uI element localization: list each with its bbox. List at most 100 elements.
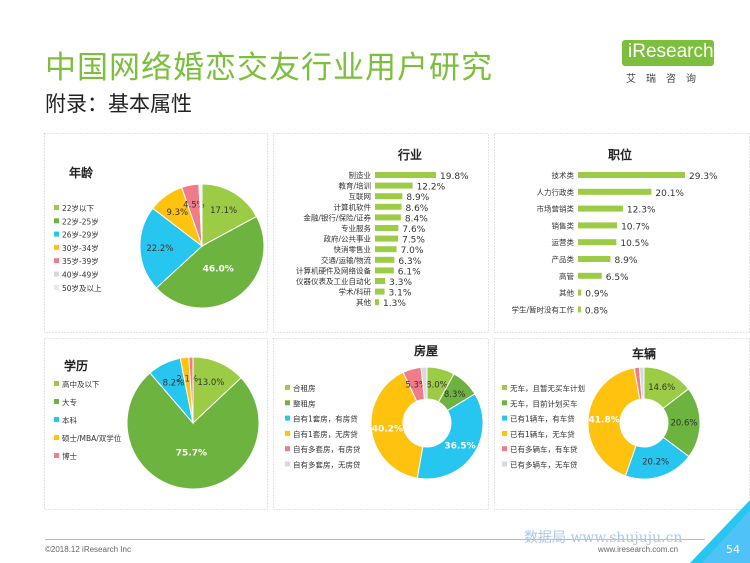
bar [578,272,602,279]
legend-label: 博士 [62,451,77,461]
category-label: 仪器仪表及工业自动化 [296,276,371,286]
bar [375,246,397,253]
data-label: 6.5% [606,273,629,283]
data-label: 17.1% [210,206,237,216]
category-label: 市场营销类 [537,204,575,214]
panel-position-frame [494,133,750,333]
bar [578,222,618,229]
panel-industry-frame [273,133,489,333]
legend-label: 已有1辆车，有车贷 [510,414,575,424]
data-label: 3.3% [389,278,412,288]
data-label: 8.2% [163,379,185,389]
chart-title-housing: 房屋 [414,343,438,358]
legend-swatch [285,461,290,467]
bar [375,203,402,210]
pie-slice [587,367,641,477]
legend-label: 已有1辆车，无车贷 [510,429,575,439]
category-label: 交通/运输/物流 [321,255,372,265]
data-label: 22.2% [146,244,173,254]
pie-slice [155,215,265,309]
legend-label: 已有多辆车，有车贷 [510,444,578,454]
data-label: 8.9% [615,256,638,266]
category-label: 人力行政类 [537,187,575,197]
footer-divider [45,539,705,540]
bar [375,182,413,189]
legend-label: 自有1套房，有房贷 [293,414,358,424]
legend-swatch [285,446,290,452]
category-label: 教育/培训 [338,181,371,191]
legend-swatch [285,415,290,421]
data-label: 36.5% [444,442,475,452]
watermark-text: 数据局 www.shujuju.cn [524,530,683,546]
page-corner-decoration [690,500,750,563]
pie-slice [199,183,203,247]
page-subtitle: 附录：基本属性 [45,92,192,116]
category-label: 金融/银行/保险/证券 [303,212,371,222]
pie-slice [188,356,194,424]
bar [578,256,611,262]
data-label: 19.8% [440,172,469,182]
pie-slice [201,183,258,247]
data-label: 46.0% [203,265,234,275]
data-label: 7.0% [401,246,424,256]
legend-label: 50岁及以上 [62,283,102,293]
bar [375,172,436,178]
panel-age-frame [44,133,268,333]
category-label: 政府/公共事业 [323,234,371,244]
legend-label: 22岁-25岁 [62,216,99,226]
legend-label: 无车，且暂无买车计划 [510,383,585,393]
data-label: 1.3% [383,299,406,309]
data-label: 7.5% [402,236,425,246]
legend-label: 高中及以下 [62,379,100,389]
pie-slice [416,393,484,480]
panel-education-frame [44,338,268,510]
bar [375,256,395,263]
data-label: 6.1% [398,267,421,277]
chart-title-education: 学历 [64,358,88,373]
legend-swatch [54,218,59,224]
legend-label: 自有多套房，有房贷 [293,444,361,454]
charts-grid: 年龄 22岁以下 22岁-25岁 26岁-29岁 30岁-34岁 35岁-39岁 40岁-4… [44,133,750,510]
pie-slice [139,207,203,289]
legend-swatch [54,435,59,440]
legend-label: 无车，目前计划买车 [510,398,578,408]
data-label: 14.6% [648,383,675,393]
bar [578,188,652,195]
category-label: 其他 [356,297,371,307]
data-label: 6.3% [398,257,421,267]
bar [578,172,685,178]
logo-background [622,40,714,66]
legend-swatch [54,244,59,250]
logo-text: iResearch [628,41,714,62]
legend-label: 整租房 [293,398,316,408]
legend-label: 35岁-39岁 [62,256,99,266]
legend-swatch [54,417,59,422]
category-label: 技术类 [552,170,575,180]
data-label: 13.0% [197,378,224,388]
data-label: 8.9% [406,193,429,203]
category-label: 运营类 [552,237,575,247]
legend-swatch [502,461,507,467]
bar [375,299,380,306]
iresearch-logo: iResearch 艾瑞咨询 [622,40,717,88]
bar [375,214,401,221]
category-label: 学术/科研 [338,287,371,297]
data-label: 8.4% [405,214,428,224]
data-label: 75.7% [176,449,207,459]
category-label: 高管 [559,271,574,281]
chart-title-age: 年龄 [69,165,94,180]
chart-age: 年龄 22岁以下 22岁-25岁 26岁-29岁 30岁-34岁 35岁-39岁 40岁-4… [54,165,265,309]
category-label: 专业服务 [341,223,371,233]
legend-label: 大专 [62,397,77,407]
legend-swatch [285,385,290,390]
legend-swatch [502,400,507,406]
legend-swatch [54,399,59,404]
chart-title-position: 职位 [608,147,632,162]
data-label: 8.6% [405,204,428,214]
legend-label: 本科 [62,415,77,425]
data-label: 8.0% [426,380,448,390]
category-label: 其他 [559,288,574,298]
bar [375,278,386,284]
